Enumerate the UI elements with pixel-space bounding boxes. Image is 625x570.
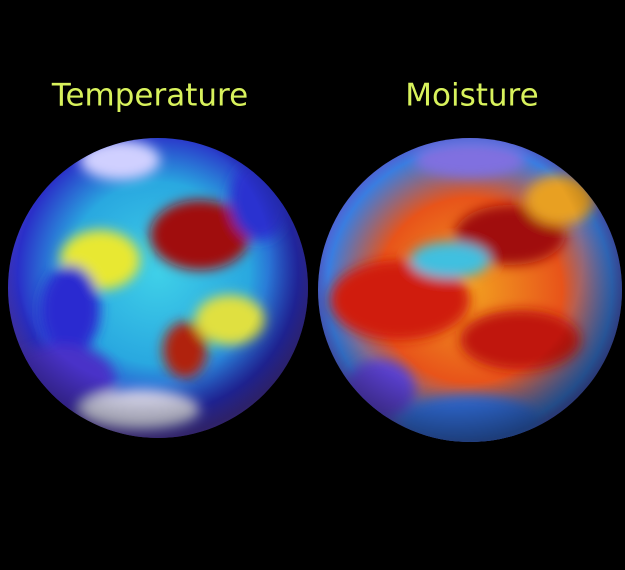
panel-label: Temperature [51,78,248,114]
moisture-globe [318,138,622,442]
temperature-globe [8,138,308,438]
panel-label: Moisture [405,78,538,114]
